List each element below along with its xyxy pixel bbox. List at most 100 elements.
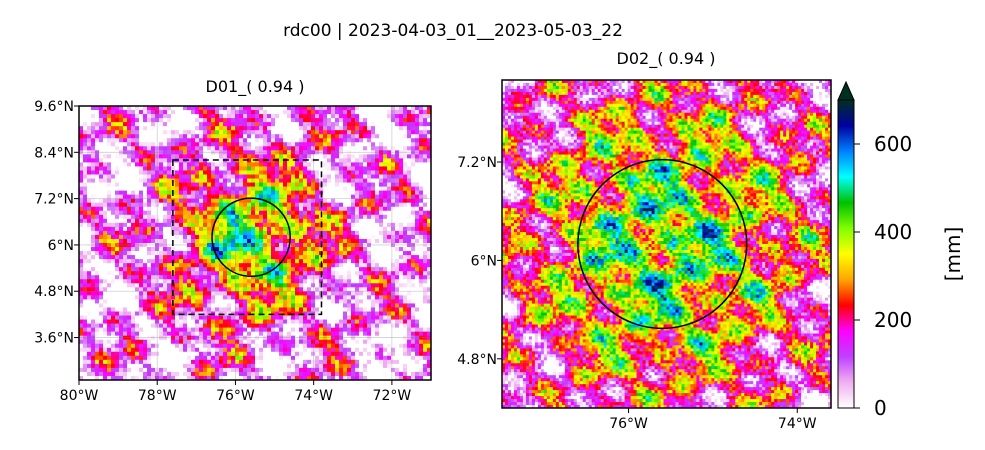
heat1-cell (207, 291, 212, 296)
heat1-cell (211, 218, 216, 224)
heat1-cell (191, 279, 196, 284)
heat1-cell (359, 206, 364, 212)
heat1-cell (163, 210, 168, 216)
heat1-cell (419, 259, 424, 264)
heat1-cell (227, 154, 232, 159)
heat1-cell (291, 170, 296, 176)
heat1-cell (407, 267, 412, 272)
heat1-cell (103, 319, 108, 325)
heat1-cell (403, 142, 408, 147)
heat1-cell (407, 106, 412, 111)
heat1-cell (283, 243, 288, 248)
heat1-cell (423, 158, 428, 164)
heat1-cell (183, 166, 188, 172)
heat1-cell (419, 311, 424, 317)
heat1-cell (403, 287, 408, 292)
heat1-cell (219, 214, 224, 220)
heat1-cell (299, 198, 304, 204)
heat1-cell (331, 126, 336, 131)
heat1-cell (299, 238, 304, 244)
heat1-cell (203, 162, 208, 168)
heat1-cell (315, 106, 320, 111)
heat1-cell (279, 243, 284, 248)
heat1-cell (139, 267, 144, 272)
heat1-cell (267, 138, 272, 143)
heat1-cell (207, 315, 212, 321)
heat1-cell (371, 319, 376, 325)
heat1-cell (415, 198, 420, 204)
heat1-cell (155, 170, 160, 176)
heat1-cell (223, 206, 228, 212)
heat1-cell (119, 182, 124, 188)
heat1-cell (79, 182, 84, 188)
heat1-cell (127, 210, 132, 216)
heat1-cell (87, 243, 92, 248)
heat1-cell (243, 150, 248, 155)
heat1-cell (323, 315, 328, 321)
heat1-cell (399, 315, 404, 321)
heat1-cell (331, 142, 336, 147)
heat1-cell (199, 263, 204, 268)
heat1-cell (251, 154, 256, 159)
heat1-cell (123, 174, 128, 180)
heat1-cell (303, 303, 308, 309)
heat1-cell (223, 287, 228, 292)
heat1-cell (187, 166, 192, 172)
heat1-cell (91, 218, 96, 224)
heat1-cell (323, 234, 328, 240)
heat1-cell (79, 327, 84, 333)
heat1-cell (331, 247, 336, 252)
heat1-cell (327, 299, 332, 305)
heat1-cell (115, 287, 120, 292)
heat1-cell (347, 275, 352, 280)
heat1-cell (367, 150, 372, 155)
heat1-cell (107, 166, 112, 172)
heat1-cell (171, 130, 176, 135)
heat1-cell (343, 271, 348, 276)
heat1-cell (243, 170, 248, 176)
heat1-cell (319, 226, 324, 232)
heat1-cell (347, 118, 352, 123)
heat1-cell (235, 259, 240, 264)
heat1-cell (199, 106, 204, 111)
heat1-cell (395, 126, 400, 131)
heat1-cell (163, 247, 168, 252)
heat1-cell (303, 134, 308, 139)
heat1-cell (163, 174, 168, 180)
heat1-cell (307, 146, 312, 151)
heat1-cell (159, 247, 164, 252)
heat1-cell (111, 291, 116, 296)
heat1-cell (423, 126, 428, 131)
heat1-cell (107, 142, 112, 147)
heat1-cell (207, 198, 212, 204)
heat1-cell (299, 162, 304, 168)
heat1-cell (411, 303, 416, 309)
heat1-cell (207, 210, 212, 216)
heat1-cell (211, 178, 216, 184)
heat1-cell (175, 110, 180, 115)
heat1-cell (403, 271, 408, 276)
heat1-cell (243, 186, 248, 192)
heat1-cell (219, 122, 224, 127)
heat1-cell (167, 295, 172, 301)
heat1-cell (279, 126, 284, 131)
heat1-cell (191, 303, 196, 309)
heat1-cell (267, 210, 272, 216)
heat1-cell (231, 170, 236, 176)
heat1-cell (191, 122, 196, 127)
heat1-cell (331, 299, 336, 305)
heat1-cell (287, 279, 292, 284)
heat1-cell (363, 198, 368, 204)
heat1-cell (307, 243, 312, 248)
heat1-cell (143, 255, 148, 260)
heat1-cell (139, 130, 144, 135)
heat1-cell (303, 198, 308, 204)
heat1-cell (195, 291, 200, 296)
heat1-cell (427, 186, 431, 192)
heat1-cell (323, 186, 328, 192)
heat1-cell (319, 323, 324, 329)
heat1-cell (331, 118, 336, 123)
heat1-cell (303, 295, 308, 301)
heat1-cell (235, 251, 240, 256)
heat1-cell (271, 222, 276, 228)
